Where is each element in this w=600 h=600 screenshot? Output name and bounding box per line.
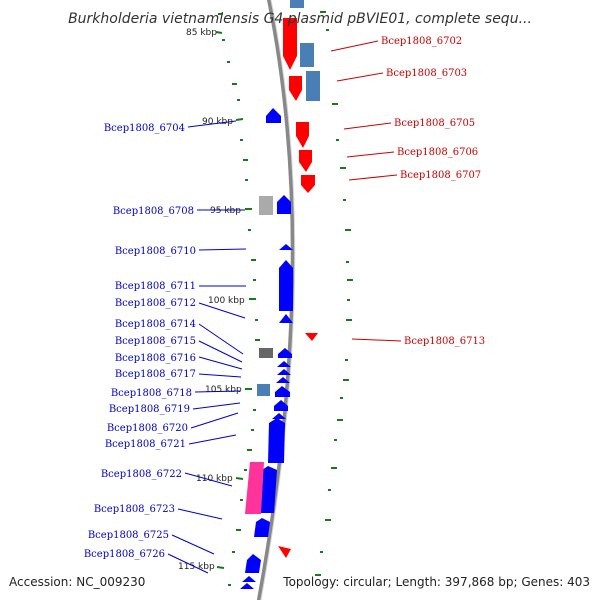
pseudo-feature-1[interactable] — [259, 196, 273, 215]
gene-top-partial-feature[interactable] — [290, 0, 304, 8]
leader-6720 — [190, 412, 239, 429]
gene-6721-feature[interactable] — [268, 418, 285, 463]
leader-6717 — [198, 373, 242, 378]
tick-90 — [235, 118, 244, 121]
tick-label: 95 kbp — [210, 206, 241, 216]
gene-6705-feature[interactable] — [296, 122, 309, 148]
gene-6713-feature[interactable] — [305, 333, 318, 341]
leader-6716 — [198, 356, 243, 370]
gene-label-6714[interactable]: Bcep1808_6714 — [115, 319, 196, 330]
gene-label-6707[interactable]: Bcep1808_6707 — [400, 170, 481, 181]
map-title: Burkholderia vietnamiensis G4 plasmid pB… — [68, 11, 532, 27]
rna-feature-2[interactable] — [306, 71, 320, 101]
gene-6726-feature[interactable] — [242, 576, 256, 582]
gene-6725-feature[interactable] — [245, 554, 261, 573]
gene-label-6723[interactable]: Bcep1808_6723 — [94, 504, 175, 515]
gene-label-6702[interactable]: Bcep1808_6702 — [381, 36, 462, 47]
leader-6712 — [198, 302, 246, 319]
gene-6722-feature[interactable] — [259, 466, 277, 513]
gene-label-6721[interactable]: Bcep1808_6721 — [105, 439, 186, 450]
gene-6702-feature[interactable] — [283, 18, 297, 70]
gene-label-6708[interactable]: Bcep1808_6708 — [113, 206, 194, 217]
tick-marks — [215, 31, 256, 569]
tick-110 — [235, 477, 244, 480]
gene-6714-feature[interactable] — [278, 348, 292, 358]
gene-label-6720[interactable]: Bcep1808_6720 — [107, 423, 188, 434]
gene-6704-feature[interactable] — [266, 108, 281, 123]
leader-6715 — [198, 340, 243, 363]
gene-extra-forward-feature[interactable] — [278, 546, 291, 558]
gene-label-6712[interactable]: Bcep1808_6712 — [115, 298, 196, 309]
tick-label: 85 kbp — [186, 28, 217, 38]
mobile-element-feature[interactable] — [245, 462, 264, 514]
gc-skew-track — [218, 11, 353, 586]
leader-6710 — [198, 248, 247, 251]
tick-label: 100 kbp — [208, 296, 245, 306]
forward-gene-labels: Bcep1808_6702 Bcep1808_6703 Bcep1808_670… — [381, 36, 485, 347]
tick-label: 105 kbp — [205, 385, 242, 395]
leader-6707 — [348, 174, 398, 181]
gene-label-6704[interactable]: Bcep1808_6704 — [104, 123, 185, 134]
feature-track — [240, 0, 320, 589]
gene-6703-feature[interactable] — [289, 76, 302, 101]
gene-6710-feature[interactable] — [279, 244, 293, 250]
gene-label-6718[interactable]: Bcep1808_6718 — [111, 388, 192, 399]
gene-label-6716[interactable]: Bcep1808_6716 — [115, 353, 196, 364]
gene-6723-feature[interactable] — [254, 518, 270, 537]
gene-6708-feature[interactable] — [277, 195, 291, 214]
gene-6726b-feature[interactable] — [240, 583, 254, 589]
leader-6713 — [351, 338, 402, 342]
accession-text: Accession: NC_009230 — [9, 575, 145, 589]
gene-label-6726[interactable]: Bcep1808_6726 — [84, 549, 165, 560]
leader-6718 — [194, 390, 241, 393]
gene-label-6719[interactable]: Bcep1808_6719 — [109, 404, 190, 415]
tick-label: 110 kbp — [196, 474, 233, 484]
backbone-arc-highlight — [260, 0, 296, 600]
gene-label-6711[interactable]: Bcep1808_6711 — [115, 281, 196, 292]
leader-6721 — [188, 434, 237, 445]
gene-label-6713[interactable]: Bcep1808_6713 — [404, 336, 485, 347]
gene-6719-feature[interactable] — [274, 400, 288, 411]
gene-6717-feature[interactable] — [276, 377, 290, 383]
tick-85 — [215, 31, 223, 34]
leader-6704 — [187, 120, 237, 128]
gene-label-6717[interactable]: Bcep1808_6717 — [115, 369, 196, 380]
leader-6719 — [192, 402, 241, 410]
rna-feature-3[interactable] — [257, 384, 270, 396]
gene-label-6710[interactable]: Bcep1808_6710 — [115, 246, 196, 257]
gene-label-6703[interactable]: Bcep1808_6703 — [386, 68, 467, 79]
gene-label-6722[interactable]: Bcep1808_6722 — [101, 469, 182, 480]
gene-6718-feature[interactable] — [275, 386, 290, 397]
leader-6702 — [330, 40, 379, 52]
forward-leader-lines — [330, 40, 402, 342]
gene-6707-feature[interactable] — [301, 175, 315, 193]
pseudo-feature-2[interactable] — [259, 348, 273, 358]
tick-115 — [216, 566, 225, 569]
reverse-gene-labels: Bcep1808_6704 Bcep1808_6708 Bcep1808_671… — [84, 123, 196, 560]
gene-label-6706[interactable]: Bcep1808_6706 — [397, 147, 478, 158]
topology-text: Topology: circular; Length: 397,868 bp; … — [282, 575, 590, 589]
leader-6722 — [184, 472, 233, 487]
reverse-leader-lines — [167, 120, 247, 574]
gene-label-6725[interactable]: Bcep1808_6725 — [88, 530, 169, 541]
gene-label-6705[interactable]: Bcep1808_6705 — [394, 118, 475, 129]
rna-feature-1[interactable] — [300, 43, 314, 67]
gene-6715-feature[interactable] — [277, 361, 291, 367]
gene-6716-feature[interactable] — [277, 369, 291, 375]
leader-6706 — [346, 151, 395, 158]
leader-6703 — [336, 72, 384, 82]
tick-label: 90 kbp — [202, 117, 233, 127]
leader-6726 — [167, 553, 209, 574]
leader-6705 — [343, 122, 392, 130]
leader-6725 — [171, 534, 215, 555]
gene-6711-feature[interactable] — [279, 260, 293, 311]
leader-6723 — [177, 508, 223, 520]
gene-6706-feature[interactable] — [299, 150, 312, 172]
gene-6720-feature[interactable] — [272, 413, 286, 419]
leader-6714 — [198, 323, 244, 355]
gene-label-6715[interactable]: Bcep1808_6715 — [115, 336, 196, 347]
gene-6712-feature[interactable] — [279, 314, 293, 323]
